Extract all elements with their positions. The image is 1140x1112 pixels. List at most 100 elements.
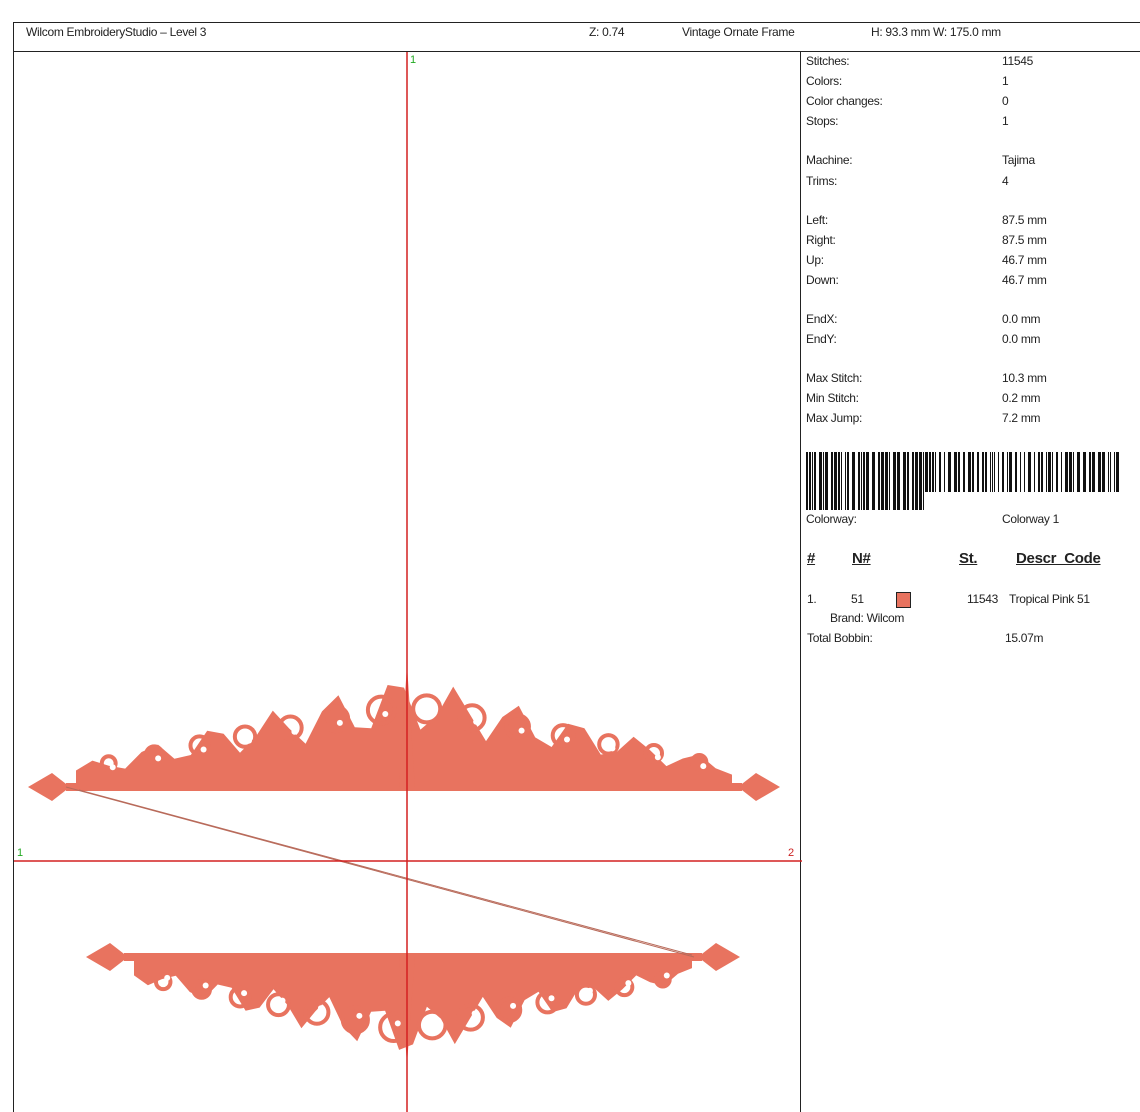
barcode-bar xyxy=(972,452,974,492)
barcode-bar xyxy=(954,452,957,492)
barcode-bar xyxy=(806,452,808,510)
top-ornament-curl xyxy=(144,744,165,765)
barcode-bar xyxy=(878,452,880,510)
bottom-ornament-curl xyxy=(340,1005,370,1035)
bottom-ornament-curl xyxy=(416,1009,448,1041)
bottom-ornament-curl-gap xyxy=(164,974,171,981)
bottom-ornament-scrollwork xyxy=(134,957,692,1050)
info-label: Up: xyxy=(806,253,824,267)
bottom-ornament-curl-gap xyxy=(202,982,209,989)
barcode-bar xyxy=(1048,452,1051,492)
info-row: Machine: Tajima xyxy=(806,153,1140,171)
top-ornament-curl xyxy=(457,703,487,733)
info-row: Left: 87.5 mm xyxy=(806,213,1140,231)
barcode-bar xyxy=(823,452,824,510)
info-label: Machine: xyxy=(806,153,853,167)
barcode-bar xyxy=(935,452,936,492)
barcode-bar xyxy=(889,452,890,510)
top-ornament-curl-gap xyxy=(155,755,162,762)
bottom-ornament-curl xyxy=(574,983,597,1006)
top-ornament-curl-gap xyxy=(109,764,116,771)
barcode-bar xyxy=(944,452,945,492)
top-ornament-curl xyxy=(643,743,665,764)
info-label: Colors: xyxy=(806,74,842,88)
info-row: Min Stitch: 0.2 mm xyxy=(806,391,1140,409)
colorway-row: Colorway: Colorway 1 xyxy=(806,512,1140,530)
info-label: Down: xyxy=(806,273,839,287)
header-descr: Descr_Code xyxy=(1016,550,1101,567)
barcode-bar xyxy=(1110,452,1111,492)
barcode-bar xyxy=(994,452,995,492)
info-row: EndY: 0.0 mm xyxy=(806,332,1140,350)
axis-label-top: 1 xyxy=(410,54,416,66)
header-n: N# xyxy=(852,550,871,567)
barcode-bar xyxy=(929,452,931,492)
top-ornament-curl xyxy=(277,714,304,742)
top-ornament-curl-gap xyxy=(473,718,480,725)
barcode-bar xyxy=(897,452,900,510)
barcode-bar xyxy=(968,452,971,492)
barcode-bar xyxy=(834,452,837,510)
barcode-bar xyxy=(881,452,884,510)
barcode-bar xyxy=(1009,452,1012,492)
design-name: Vintage Ornate Frame xyxy=(682,25,795,39)
info-row: Right: 87.5 mm xyxy=(806,233,1140,251)
top-ornament-curl xyxy=(597,733,620,756)
top-ornament-curl-gap xyxy=(654,754,661,761)
report-header: Wilcom EmbroideryStudio – Level 3 Z: 0.7… xyxy=(13,22,1140,52)
barcode-bar xyxy=(1092,452,1095,492)
bottom-ornament-curl xyxy=(456,1003,485,1032)
bottom-ornament-curl-gap xyxy=(279,997,286,1004)
bottom-ornament-curl xyxy=(653,970,672,989)
bottom-ornament-curl-gap xyxy=(317,1005,324,1012)
info-value: 87.5 mm xyxy=(1002,233,1047,247)
barcode-bar xyxy=(852,452,855,510)
barcode-bar xyxy=(1028,452,1031,492)
barcode xyxy=(806,452,1119,510)
barcode-bar xyxy=(1020,452,1021,492)
top-ornament-right-diamond xyxy=(738,773,780,801)
info-label: Stops: xyxy=(806,114,839,128)
bottom-ornament-curl-gap xyxy=(471,1010,478,1017)
barcode-bar xyxy=(845,452,846,510)
info-label: Stitches: xyxy=(806,54,850,68)
info-row: EndX: 0.0 mm xyxy=(806,312,1140,330)
info-value: 10.3 mm xyxy=(1002,371,1047,385)
top-ornament-curl-gap xyxy=(564,736,570,743)
top-ornament-curl xyxy=(99,754,118,773)
top-ornament-curl xyxy=(411,693,443,725)
top-ornament-curl xyxy=(232,724,258,749)
top-ornament-curl xyxy=(365,694,397,726)
bottom-ornament-curl xyxy=(614,977,635,998)
top-ornament-curl-gap xyxy=(200,746,207,753)
top-ornament-curl-gap xyxy=(518,727,525,734)
top-ornament-curl-gap xyxy=(246,737,252,744)
barcode-bar xyxy=(907,452,909,510)
app-title: Wilcom EmbroideryStudio – Level 3 xyxy=(26,25,207,39)
barcode-bar xyxy=(1065,452,1068,492)
info-value: 87.5 mm xyxy=(1002,213,1047,227)
info-value: 11545 xyxy=(1002,54,1033,68)
barcode-bar xyxy=(1089,452,1091,492)
thread-number: 51 xyxy=(851,592,864,606)
bottom-ornament-curl-gap xyxy=(548,995,555,1002)
thread-stitches: 11543 xyxy=(967,592,998,606)
info-value: 4 xyxy=(1002,174,1009,188)
info-label: Min Stitch: xyxy=(806,391,859,405)
barcode-bar xyxy=(838,452,840,510)
thread-color-swatch xyxy=(896,592,911,608)
info-label: Max Jump: xyxy=(806,411,862,425)
bottom-ornament-curl-gap xyxy=(510,1002,517,1009)
barcode-bar xyxy=(958,452,960,492)
info-label: Trims: xyxy=(806,174,838,188)
barcode-bar xyxy=(919,452,922,510)
info-value: 1 xyxy=(1002,114,1009,128)
top-ornament-curl-gap xyxy=(427,709,434,716)
barcode-bar xyxy=(1108,452,1109,492)
top-ornament-curl-gap xyxy=(609,745,616,752)
info-value: 46.7 mm xyxy=(1002,253,1047,267)
embroidery-design xyxy=(14,52,802,1112)
axis-label-right: 2 xyxy=(788,847,794,859)
bottom-ornament-curl-gap xyxy=(356,1012,363,1019)
total-bobbin-label: Total Bobbin: xyxy=(807,631,873,645)
